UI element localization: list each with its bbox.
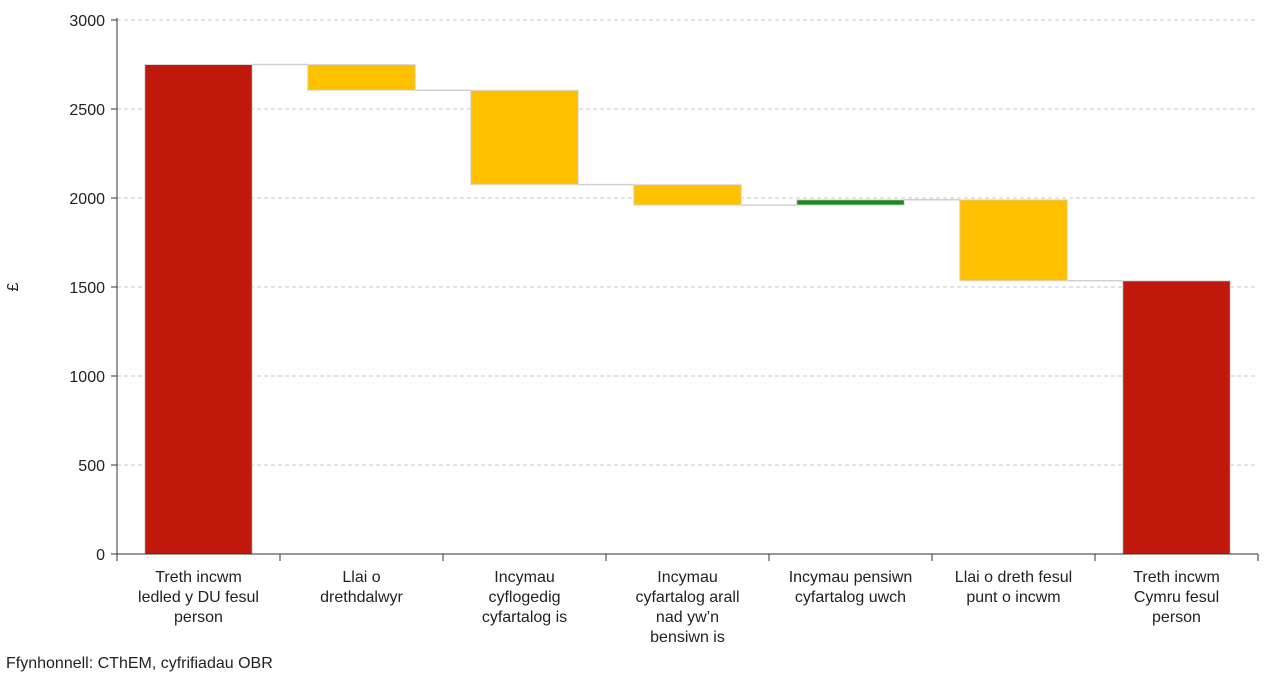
- y-tick-label: 1500: [69, 280, 105, 297]
- y-axis-title: £: [5, 282, 22, 291]
- bar-decrease: [959, 199, 1068, 282]
- x-category-label: Llai o dreth fesul punt o incwm: [955, 569, 1072, 606]
- source-note: Ffynhonnell: CThEM, cyfrifiadau OBR: [6, 655, 273, 672]
- bar-increase: [796, 199, 905, 206]
- bars: [144, 64, 1231, 555]
- bar-decrease: [470, 89, 579, 186]
- connector-lines: [252, 63, 1123, 282]
- y-tick-label: 500: [78, 458, 105, 475]
- x-category-label: Llai o drethdalwyr: [320, 569, 403, 606]
- bar-total: [144, 64, 253, 555]
- x-category-label: Incymau cyfartalog arall nad yw’n bensiwn i…: [635, 569, 739, 646]
- x-category-label: Treth incwm ledled y DU fesul person: [138, 569, 259, 626]
- bar-decrease: [307, 64, 416, 91]
- x-category-label: Incymau cyflogedig cyfartalog is: [482, 569, 567, 626]
- x-category-label: Treth incwm Cymru fesul person: [1133, 569, 1220, 626]
- bar-total: [1122, 280, 1231, 555]
- bar-decrease: [633, 184, 742, 206]
- x-category-label: Incymau pensiwn cyfartalog uwch: [789, 569, 913, 606]
- axes: [111, 18, 1259, 561]
- y-tick-label: 2000: [69, 191, 105, 208]
- y-tick-label: 2500: [69, 102, 105, 119]
- y-tick-label: 0: [96, 547, 105, 564]
- y-tick-label: 3000: [69, 13, 105, 30]
- y-tick-labels: 0 500 1000 1500 2000 2500 3000: [69, 13, 105, 564]
- x-category-labels: Treth incwm ledled y DU fesul person Llai o…: [138, 569, 1220, 646]
- y-tick-label: 1000: [69, 369, 105, 386]
- gridlines: [117, 19, 1258, 466]
